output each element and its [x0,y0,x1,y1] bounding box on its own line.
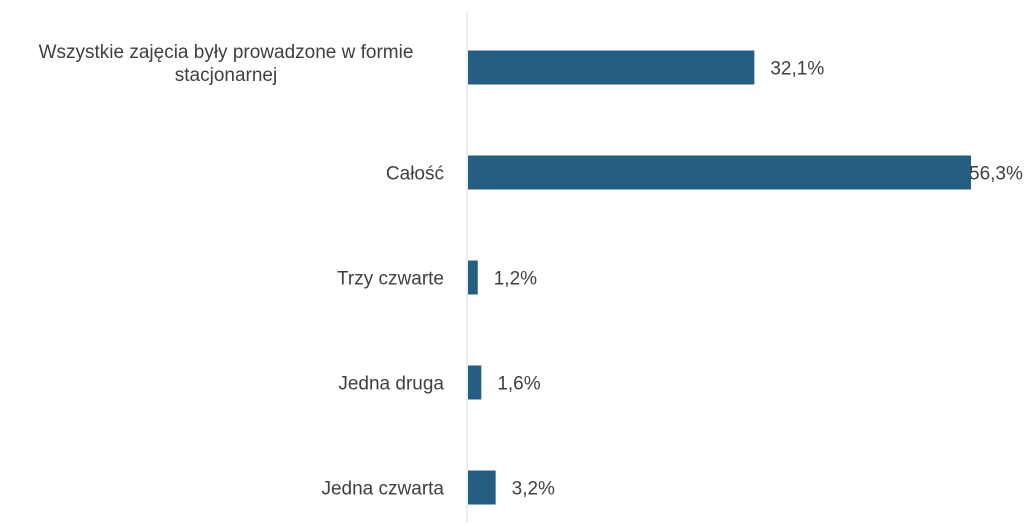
bar-0 [468,50,755,85]
bar-1 [468,155,971,190]
value-label-4: 3,2% [512,479,555,500]
value-label-3: 1,6% [497,374,540,395]
category-label-2: Trzy czwarte [337,269,444,290]
category-label-1: Całość [386,164,444,185]
bars-group [468,50,971,505]
bar-4 [468,470,496,505]
value-label-1: 56,3% [969,164,1023,185]
value-label-0: 32,1% [770,59,824,80]
category-label-0-line-1: stacjonarnej [175,65,277,86]
category-label-3: Jedna druga [338,374,444,395]
category-label-0-line-0: Wszystkie zajęcia były prowadzone w form… [39,42,414,63]
bar-2 [468,260,478,295]
value-label-2: 1,2% [494,269,537,290]
category-label-4: Jedna czwarta [321,479,444,500]
labels-group: 32,1% Wszystkie zajęcia były prowadzone w… [39,42,1023,500]
bar-3 [468,365,482,400]
